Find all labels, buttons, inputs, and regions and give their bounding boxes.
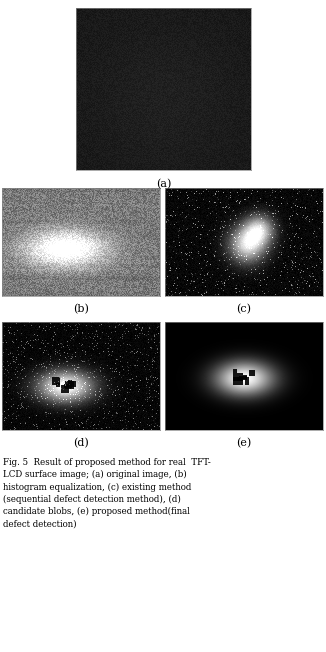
Text: (e): (e) — [236, 438, 252, 448]
Text: (a): (a) — [156, 179, 171, 189]
Text: (d): (d) — [73, 438, 89, 448]
Text: (b): (b) — [73, 304, 89, 314]
Text: (c): (c) — [236, 304, 251, 314]
Text: Fig. 5  Result of proposed method for real  TFT-
LCD surface image; (a) original: Fig. 5 Result of proposed method for rea… — [3, 458, 211, 529]
